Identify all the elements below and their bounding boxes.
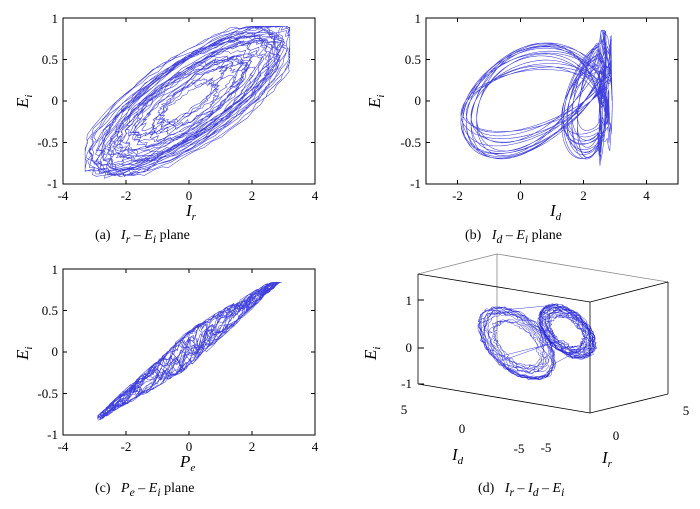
xtick-label: 4 <box>312 439 319 454</box>
caption-a-suffix: plane <box>159 228 190 243</box>
ytick-label: -1 <box>47 427 58 442</box>
caption-c-suffix: plane <box>164 481 195 496</box>
caption-b-expr: Id – Ei <box>491 228 529 246</box>
yticks-d: 5 0 -5 <box>401 402 525 456</box>
ytick-label: -0.5 <box>37 386 58 401</box>
xtick-label: 2 <box>580 188 587 203</box>
traj-a <box>84 26 291 179</box>
ytick-label: -1 <box>410 176 421 191</box>
yticks-c: 1 0.5 0 -0.5 -1 <box>37 262 315 442</box>
xtick-label: -4 <box>58 188 69 203</box>
panel-d: 1 0 -1 5 0 -5 -5 0 5 Ir Id Ei <box>361 253 690 470</box>
xtick-label: 2 <box>249 188 256 203</box>
trajectory-line <box>84 26 291 179</box>
zlabel-d: Ei <box>361 347 383 361</box>
caption-b-suffix: plane <box>531 228 562 243</box>
xtick-label: 0 <box>517 188 524 203</box>
xtick-label: -5 <box>541 440 552 455</box>
caption-a: (a) Ir – Ei plane <box>95 228 190 246</box>
xlabel-b: Id <box>549 201 562 223</box>
xtick-label: 5 <box>683 403 690 418</box>
xticks-b: -2 0 2 4 <box>452 18 650 203</box>
ytick-label: 1 <box>52 262 59 277</box>
yticks-a: 1 0.5 0 -0.5 -1 <box>37 11 315 191</box>
xtick-label: 4 <box>643 188 650 203</box>
ytick-label: -5 <box>514 441 525 456</box>
xtick-label: -2 <box>121 439 132 454</box>
frame-c <box>62 268 316 436</box>
ytick-label: -0.5 <box>400 135 421 150</box>
trajectory-line <box>460 29 613 166</box>
caption-b: (b) Id – Ei plane <box>465 228 562 246</box>
caption-d-prefix: (d) <box>478 481 495 496</box>
trajectory-line <box>97 281 282 421</box>
caption-a-expr: Ir – Ei <box>121 228 157 246</box>
xticks-c: -4 -2 0 2 4 <box>58 269 319 454</box>
xlabel-a: Ir <box>185 201 197 223</box>
zticks-d: 1 0 -1 <box>401 293 424 391</box>
ylabel-d: Id <box>451 445 464 467</box>
xtick-label: -2 <box>452 188 463 203</box>
xtick-label: 4 <box>312 188 319 203</box>
ylabel-a: Ei <box>13 95 35 109</box>
xtick-label: 0 <box>613 428 620 443</box>
xticks-d: -5 0 5 <box>541 403 690 455</box>
caption-d: (d) Ir – Id – Ei <box>478 481 565 499</box>
xtick-label: -2 <box>121 188 132 203</box>
ytick-label: 0.5 <box>405 52 421 67</box>
traj-d <box>477 303 598 381</box>
ztick-label: -1 <box>401 376 412 391</box>
xticks-a: -4 -2 0 2 4 <box>58 18 319 203</box>
caption-d-expr: Ir – Id – Ei <box>504 481 565 499</box>
ztick-label: 0 <box>406 340 413 355</box>
caption-c: (c) Pe – Ei plane <box>95 481 195 499</box>
ytick-label: -0.5 <box>37 135 58 150</box>
xtick-label: 0 <box>186 439 193 454</box>
ytick-label: 0 <box>52 93 59 108</box>
xtick-label: 0 <box>186 188 193 203</box>
ytick-label: 0 <box>415 93 422 108</box>
ylabel-c: Ei <box>13 347 35 361</box>
panel-a: 1 0.5 0 -0.5 -1 -4 -2 0 2 4 Ir Ei <box>13 11 319 223</box>
ytick-label: 1 <box>415 11 422 26</box>
ytick-label: 0 <box>52 344 59 359</box>
xtick-label: -4 <box>58 439 69 454</box>
ytick-label: 0.5 <box>42 52 58 67</box>
panel-c: 1 0.5 0 -0.5 -1 -4 -2 0 2 4 Pe Ei <box>13 262 319 474</box>
ytick-label: 5 <box>401 402 408 417</box>
ylabel-b: Ei <box>365 95 387 109</box>
caption-b-prefix: (b) <box>465 228 482 243</box>
yticks-b: 1 0.5 0 -0.5 -1 <box>400 11 678 191</box>
caption-c-expr: Pe – Ei <box>121 481 161 499</box>
ytick-label: 0.5 <box>42 303 58 318</box>
caption-a-prefix: (a) <box>95 228 111 243</box>
xtick-label: 2 <box>249 439 256 454</box>
ytick-label: 0 <box>459 421 466 436</box>
xlabel-c: Pe <box>179 452 195 474</box>
caption-c-prefix: (c) <box>95 481 111 496</box>
traj-c <box>97 281 282 421</box>
panel-b: 1 0.5 0 -0.5 -1 -2 0 2 4 Id Ei <box>365 11 679 223</box>
ztick-label: 1 <box>406 293 413 308</box>
ytick-label: 1 <box>52 11 59 26</box>
trajectory-line <box>477 303 598 381</box>
traj-b <box>460 29 613 166</box>
ytick-label: -1 <box>47 176 58 191</box>
box-3d <box>417 253 669 414</box>
xlabel-d: Ir <box>601 448 613 470</box>
